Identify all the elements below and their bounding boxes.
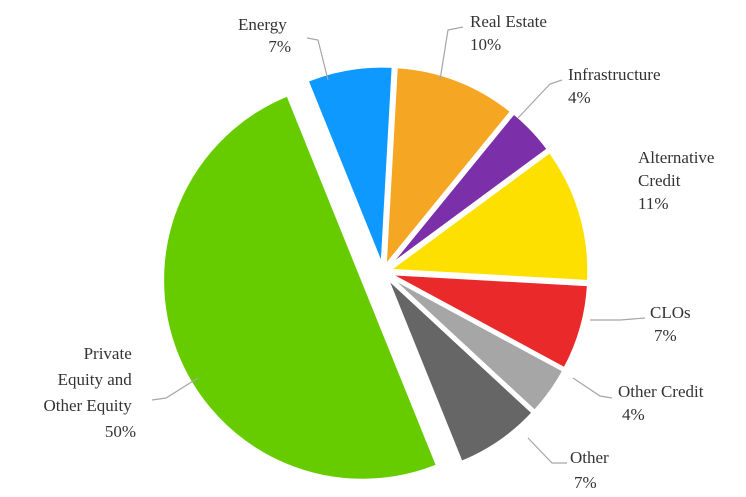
- label-clos: CLOs 7%: [650, 303, 695, 345]
- slice-real-estate: [383, 65, 514, 271]
- slice-alternative-credit: [384, 149, 591, 284]
- leader-line-real-estate: [439, 26, 464, 81]
- label-private-equity-pct: 50%: [105, 422, 136, 441]
- label-private-equity-line1: Private: [84, 344, 132, 363]
- label-other: Other 7%: [570, 448, 613, 492]
- leader-line-infrastructure: [517, 79, 563, 119]
- label-infrastructure-name: Infrastructure: [568, 65, 661, 84]
- label-energy: Energy 7%: [238, 15, 291, 56]
- label-clos-name: CLOs: [650, 303, 691, 322]
- label-alternative-credit-line2: Credit: [638, 171, 681, 190]
- leader-line-other: [527, 437, 567, 464]
- slice-other-credit: [386, 274, 566, 414]
- label-private-equity: Private Equity and Other Equity 50%: [43, 344, 136, 441]
- label-infrastructure-pct: 4%: [568, 88, 591, 107]
- label-real-estate-pct: 10%: [470, 35, 501, 54]
- label-alternative-credit-line1: Alternative: [638, 148, 714, 167]
- label-real-estate-name: Real Estate: [470, 12, 547, 31]
- label-other-credit-pct: 4%: [622, 405, 645, 424]
- label-private-equity-line2: Equity and: [58, 370, 133, 389]
- label-energy-pct: 7%: [268, 37, 291, 56]
- slice-infrastructure: [386, 110, 551, 270]
- leader-line-energy: [306, 37, 329, 81]
- slice-energy: [305, 64, 395, 267]
- label-infrastructure: Infrastructure 4%: [568, 65, 665, 107]
- leader-line-other-credit: [572, 377, 613, 399]
- slice-clos: [388, 272, 591, 371]
- label-real-estate: Real Estate 10%: [470, 12, 551, 54]
- label-alternative-credit-pct: 11%: [638, 194, 669, 213]
- leader-line-private-equity: [151, 377, 199, 401]
- label-other-credit: Other Credit 4%: [618, 382, 708, 424]
- leader-line-clos: [590, 317, 646, 321]
- label-energy-name: Energy: [238, 15, 287, 34]
- slice-private-equity-and-other-equity: [161, 92, 440, 482]
- label-other-name: Other: [570, 448, 609, 467]
- slice-other: [385, 275, 536, 465]
- label-other-credit-name: Other Credit: [618, 382, 704, 401]
- leader-lines: [151, 26, 646, 464]
- label-alternative-credit: Alternative Credit 11%: [638, 148, 719, 213]
- label-private-equity-line3: Other Equity: [43, 396, 132, 415]
- label-clos-pct: 7%: [654, 326, 677, 345]
- label-other-pct: 7%: [574, 473, 597, 492]
- pie-slices: [161, 64, 591, 482]
